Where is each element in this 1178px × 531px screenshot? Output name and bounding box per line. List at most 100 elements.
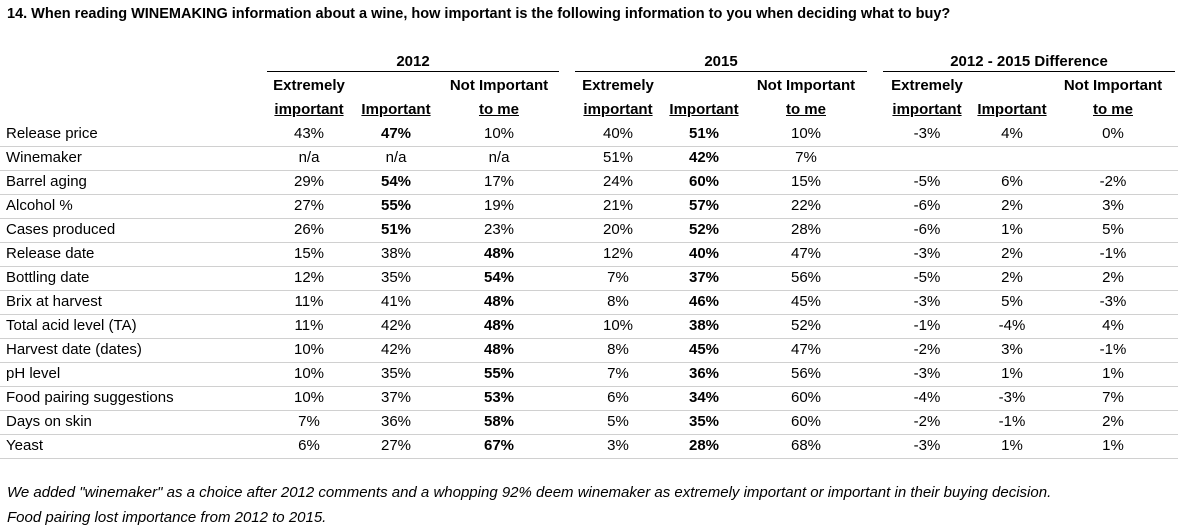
row-label: Brix at harvest <box>6 293 102 310</box>
table-cell: 6% <box>298 437 320 454</box>
row-separator <box>0 338 1178 339</box>
row-label: Release date <box>6 245 95 262</box>
table-cell: 15% <box>293 245 325 262</box>
table-cell: -3% <box>913 437 941 454</box>
col-header-to-me: to me <box>1092 101 1133 118</box>
row-label: pH level <box>6 365 61 382</box>
table-cell: 42% <box>380 317 412 334</box>
group-header: 2012 - 2015 Difference <box>883 52 1175 72</box>
row-separator <box>0 386 1178 387</box>
table-cell: 68% <box>790 437 822 454</box>
col-header-extremely: Extremely <box>891 77 963 94</box>
table-cell: -4% <box>998 317 1026 334</box>
table-cell: 48% <box>483 317 515 334</box>
table-cell: 57% <box>688 197 720 214</box>
table-cell: 26% <box>293 221 325 238</box>
table-cell: 56% <box>790 365 822 382</box>
table-cell: -1% <box>913 317 941 334</box>
table-cell: 12% <box>293 269 325 286</box>
col-header-to-me: to me <box>478 101 519 118</box>
table-cell: 53% <box>483 389 515 406</box>
table-cell: 3% <box>1001 341 1023 358</box>
table-cell: -5% <box>913 173 941 190</box>
table-cell: -2% <box>913 341 941 358</box>
table-cell: 40% <box>602 125 634 142</box>
row-separator <box>0 170 1178 171</box>
table-cell: 1% <box>1001 365 1023 382</box>
table-cell: 1% <box>1001 221 1023 238</box>
table-cell: -1% <box>998 413 1026 430</box>
table-cell: 37% <box>380 389 412 406</box>
col-header-extremely-important: important <box>892 101 962 118</box>
table-cell: -1% <box>1099 245 1127 262</box>
table-cell: 2% <box>1102 413 1124 430</box>
footer-note-1: We added "winemaker" as a choice after 2… <box>7 484 1052 501</box>
table-cell: -1% <box>1099 341 1127 358</box>
row-separator <box>0 194 1178 195</box>
table-cell: 10% <box>293 341 325 358</box>
table-cell: 27% <box>293 197 325 214</box>
table-cell: 2% <box>1001 197 1023 214</box>
table-cell: -6% <box>913 221 941 238</box>
row-separator <box>0 410 1178 411</box>
row-separator <box>0 434 1178 435</box>
table-cell: 35% <box>380 365 412 382</box>
table-cell: 20% <box>602 221 634 238</box>
table-cell: 56% <box>790 269 822 286</box>
table-cell: 19% <box>483 197 515 214</box>
table-cell: 21% <box>602 197 634 214</box>
table-cell: 37% <box>688 269 720 286</box>
table-cell: 47% <box>380 125 412 142</box>
row-separator <box>0 290 1178 291</box>
table-cell: 6% <box>1001 173 1023 190</box>
row-separator <box>0 362 1178 363</box>
table-cell: -3% <box>998 389 1026 406</box>
table-cell: 48% <box>483 293 515 310</box>
group-header: 2012 <box>267 52 559 72</box>
table-cell: 35% <box>688 413 720 430</box>
table-cell: 42% <box>688 149 720 166</box>
row-label: Barrel aging <box>6 173 87 190</box>
col-header-to-me: to me <box>785 101 826 118</box>
table-cell: -4% <box>913 389 941 406</box>
table-cell: 3% <box>607 437 629 454</box>
table-cell: 7% <box>607 269 629 286</box>
table-cell: 40% <box>688 245 720 262</box>
table-cell: -2% <box>913 413 941 430</box>
table-cell: 10% <box>293 389 325 406</box>
table-cell: 58% <box>483 413 515 430</box>
table-cell: 10% <box>602 317 634 334</box>
table-cell: 46% <box>688 293 720 310</box>
table-cell: 52% <box>790 317 822 334</box>
row-separator <box>0 314 1178 315</box>
table-cell: 45% <box>790 293 822 310</box>
col-header-extremely-important: important <box>583 101 653 118</box>
row-separator <box>0 218 1178 219</box>
table-cell: 60% <box>790 389 822 406</box>
table-cell: 5% <box>1001 293 1023 310</box>
row-label: Total acid level (TA) <box>6 317 137 334</box>
col-header-not-important: Not Important <box>449 77 549 94</box>
table-cell: 35% <box>380 269 412 286</box>
table-cell: 60% <box>688 173 720 190</box>
footer-note-2: Food pairing lost importance from 2012 t… <box>7 509 327 526</box>
row-label: Release price <box>6 125 98 142</box>
table-cell: 6% <box>607 389 629 406</box>
table-cell: 60% <box>790 413 822 430</box>
col-header-important: Important <box>977 101 1047 118</box>
table-cell: 8% <box>607 293 629 310</box>
table-cell: 42% <box>380 341 412 358</box>
row-separator <box>0 458 1178 459</box>
table-cell: 1% <box>1001 437 1023 454</box>
table-cell: 47% <box>790 245 822 262</box>
table-cell: 10% <box>790 125 822 142</box>
table-cell: 15% <box>790 173 822 190</box>
table-cell: 52% <box>688 221 720 238</box>
row-label: Harvest date (dates) <box>6 341 142 358</box>
table-cell: 2% <box>1001 269 1023 286</box>
table-cell: 51% <box>602 149 634 166</box>
table-cell: 11% <box>294 293 324 310</box>
table-cell: 55% <box>380 197 412 214</box>
table-cell: -2% <box>1099 173 1127 190</box>
row-label: Winemaker <box>6 149 82 166</box>
